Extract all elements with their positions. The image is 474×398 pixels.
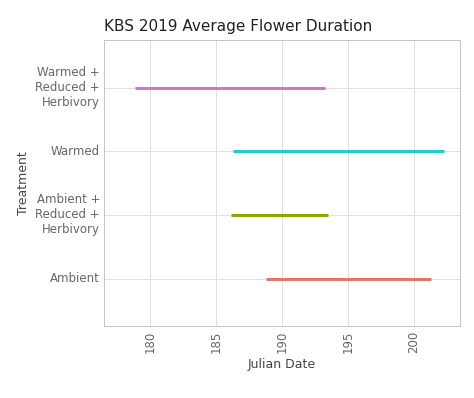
Y-axis label: Treatment: Treatment xyxy=(17,151,30,215)
Text: KBS 2019 Average Flower Duration: KBS 2019 Average Flower Duration xyxy=(104,20,373,35)
X-axis label: Julian Date: Julian Date xyxy=(248,359,316,371)
